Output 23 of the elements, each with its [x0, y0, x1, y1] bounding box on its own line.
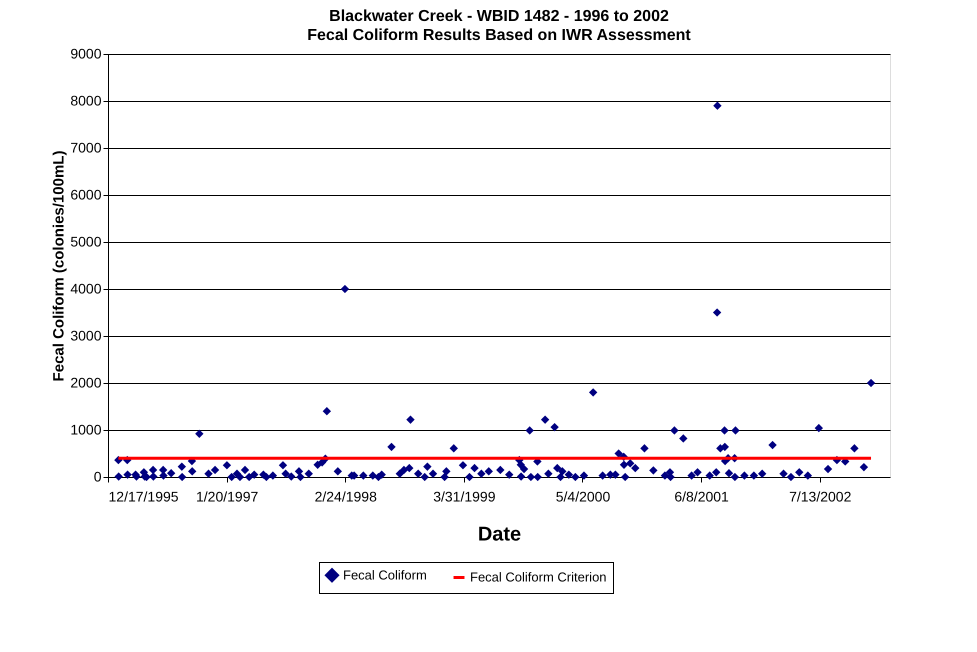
y-axis-title: Fecal Coliform (colonies/100mL)	[50, 150, 68, 382]
y-tick-label: 1000	[70, 422, 102, 438]
x-tick-label: 6/8/2001	[674, 488, 730, 504]
y-tick-label: 0	[94, 468, 102, 484]
y-tick-label: 2000	[70, 374, 102, 390]
x-axis-title: Date	[478, 524, 522, 546]
y-tick-label: 5000	[70, 234, 102, 250]
chart-title: Blackwater Creek - WBID 1482 - 1996 to 2002	[329, 8, 669, 25]
x-tick-label: 12/17/1995	[108, 488, 179, 504]
x-tick-label: 1/20/1997	[196, 488, 258, 504]
y-tick-label: 3000	[70, 328, 102, 344]
x-tick-label: 5/4/2000	[556, 488, 610, 504]
legend-label: Fecal Coliform Criterion	[470, 570, 607, 584]
y-tick-label: 6000	[70, 186, 102, 202]
y-tick-label: 4000	[70, 280, 102, 296]
legend-label: Fecal Coliform	[343, 567, 427, 582]
y-tick-label: 7000	[70, 140, 102, 156]
y-tick-label: 9000	[70, 46, 102, 62]
x-tick-label: 2/24/1998	[314, 488, 378, 504]
x-tick-label: 7/13/2002	[789, 488, 852, 504]
x-tick-label: 3/31/1999	[433, 488, 496, 504]
chart-subtitle: Fecal Coliform Results Based on IWR Assessment	[307, 27, 692, 44]
y-tick-label: 8000	[70, 92, 102, 108]
